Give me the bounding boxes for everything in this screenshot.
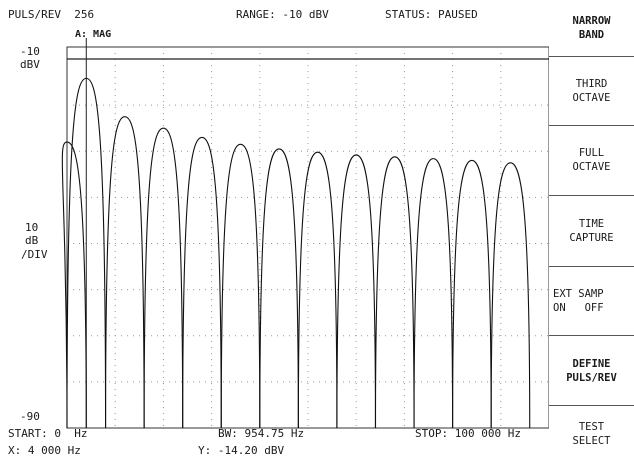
softkey-label-line2: ON OFF: [553, 301, 604, 314]
spectrum-peak: [182, 136, 222, 429]
softkey-divider: [549, 125, 634, 126]
trace-label: A: MAG: [75, 29, 112, 40]
softkey-label-line1: TEST: [578, 420, 605, 433]
spectrum-peak: [336, 154, 377, 429]
start-frequency: START: 0 Hz: [8, 427, 88, 440]
softkey-label-line1: TIME: [578, 218, 605, 230]
spectrum-peak: [66, 77, 107, 429]
softkey-label-line1: EXT SAMP: [553, 287, 604, 300]
spectrum-peak: [452, 159, 492, 429]
trace-group: [61, 77, 531, 429]
status-readout: STATUS: PAUSED: [385, 8, 478, 21]
y-top-unit: dBV: [20, 58, 40, 71]
softkey-label-line1: DEFINE: [572, 357, 611, 370]
y-scale-unit: dB: [25, 234, 39, 247]
spectrum-peak: [374, 156, 415, 429]
marker-y-readout: Y: -14.20 dBV: [198, 444, 285, 457]
softkey-divider: [549, 56, 634, 57]
softkey-label-line2: PULS/REV: [566, 371, 617, 384]
test-select-softkey[interactable]: TEST SELECT: [549, 406, 634, 461]
bandwidth-readout: BW: 954.75 Hz: [218, 427, 305, 440]
softkey-label-line1: NARROW: [572, 14, 611, 27]
spectrum-peak: [490, 162, 531, 429]
softkey-label-line2: CAPTURE: [569, 232, 614, 244]
spectrum-peak: [259, 148, 299, 429]
plot-frame: [66, 46, 549, 429]
spectrum-peak: [220, 143, 261, 429]
spectrum-peak: [105, 116, 145, 429]
y-scale-value: 10: [25, 221, 39, 234]
softkey-divider: [549, 266, 634, 267]
spectrum-peak: [297, 151, 338, 429]
spectrum-peak: [143, 127, 184, 429]
softkey-label-line2: SELECT: [572, 434, 611, 447]
y-top-value: -10: [20, 45, 40, 58]
range-readout: RANGE: -10 dBV: [236, 8, 329, 21]
softkey-label-line2: BAND: [578, 28, 605, 41]
spectrum-peak: [413, 158, 454, 429]
y-bottom-value: -90: [20, 410, 40, 423]
softkey-divider: [549, 335, 634, 336]
narrow-band-softkey[interactable]: NARROW BAND: [549, 0, 634, 55]
plot-grid: [67, 47, 549, 428]
softkey-label-line2: OCTAVE: [572, 161, 611, 173]
softkey-divider: [549, 195, 634, 196]
full-octave-softkey[interactable]: FULL OCTAVE: [549, 126, 634, 194]
softkey-label-line1: THIRD: [575, 78, 608, 90]
ext-samp-softkey[interactable]: EXT SAMP ON OFF: [549, 267, 634, 334]
y-scale-per: /DIV: [21, 248, 48, 261]
softkey-label-line2: OCTAVE: [572, 92, 611, 104]
define-puls-rev-softkey[interactable]: DEFINE PULS/REV: [549, 336, 634, 405]
puls-rev-readout: PULS/REV 256: [8, 8, 95, 21]
spectrum-display: [61, 38, 549, 429]
softkey-divider: [549, 405, 634, 406]
time-capture-softkey[interactable]: TIME CAPTURE: [549, 196, 634, 266]
third-octave-softkey[interactable]: THIRD OCTAVE: [549, 57, 634, 125]
softkey-label-line1: FULL: [578, 147, 605, 159]
spectrum-peak: [61, 141, 87, 429]
marker-x-readout: X: 4 000 Hz: [8, 444, 81, 457]
stop-frequency: STOP: 100 000 Hz: [415, 427, 521, 440]
